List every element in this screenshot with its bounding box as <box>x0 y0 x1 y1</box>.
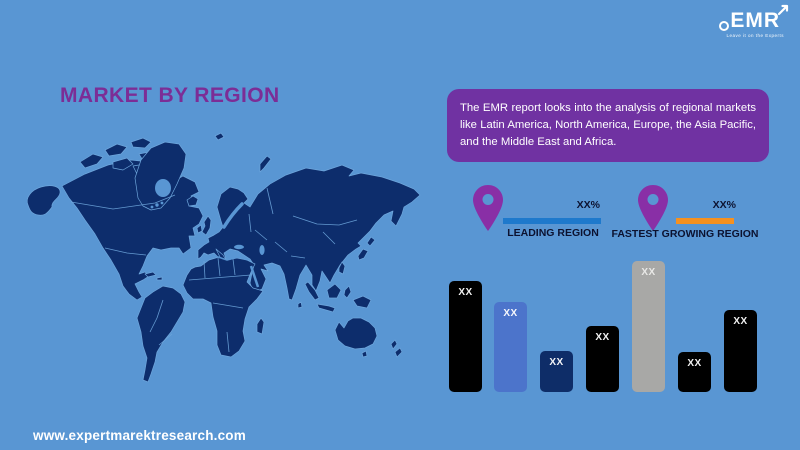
region-description-box: The EMR report looks into the analysis o… <box>447 89 769 162</box>
location-pin-icon <box>473 185 503 231</box>
bar-value-label: XX <box>595 332 610 343</box>
leading-region-value: XX% <box>576 199 600 211</box>
page-title: MARKET BY REGION <box>60 84 280 107</box>
bar-value-label: XX <box>733 316 748 327</box>
logo-tagline: Leave it on the Experts <box>726 33 784 38</box>
bar-value-label: XX <box>641 267 656 278</box>
growth-arrow-icon <box>777 4 789 16</box>
bar-value-label: XX <box>458 287 473 298</box>
bar-value-label: XX <box>549 357 564 368</box>
logo-ring-icon <box>719 21 730 31</box>
leading-region-label: LEADING REGION <box>507 227 599 239</box>
logo-text: EMR <box>730 9 781 32</box>
bar-value-label: XX <box>503 308 518 319</box>
bar-7: XX <box>724 310 757 392</box>
fastest-growing-region-label: FASTEST GROWING REGION <box>611 228 759 240</box>
leading-region-line <box>503 218 601 224</box>
bar-4: XX <box>586 326 619 392</box>
bar-1: XX <box>449 281 482 392</box>
location-pin-icon <box>638 185 668 231</box>
fastest-growing-region-value: XX% <box>712 199 736 211</box>
bar-value-label: XX <box>687 358 702 369</box>
bar-3: XX <box>540 351 573 392</box>
emr-logo: EMR Leave it on the Experts <box>719 4 789 38</box>
bar-6: XX <box>678 352 711 392</box>
bar-5: XX <box>632 261 665 392</box>
world-map <box>26 132 421 383</box>
website-link[interactable]: www.expertmarektresearch.com <box>33 428 246 443</box>
bar-2: XX <box>494 302 527 392</box>
fastest-growing-region-line <box>676 218 734 224</box>
